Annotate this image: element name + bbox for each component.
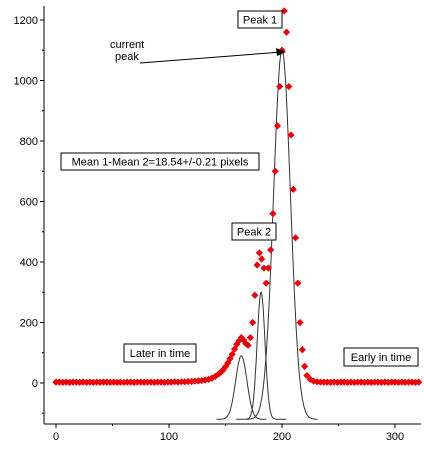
y-tick-label: 1000 — [14, 76, 38, 88]
peak1-label: Peak 1 — [237, 10, 283, 29]
x-tick-label: 300 — [386, 431, 404, 443]
data-point — [157, 378, 165, 386]
peak2-label: Peak 2 — [231, 222, 277, 241]
data-point — [59, 378, 67, 386]
data-point — [282, 28, 291, 36]
data-point — [233, 340, 241, 348]
fit-curve-3 — [216, 355, 267, 420]
y-tick-label: 0 — [32, 378, 38, 390]
data-point — [264, 264, 273, 272]
data-point — [251, 291, 259, 299]
later-in-time-label: Later in time — [123, 343, 197, 363]
data-point — [181, 378, 189, 386]
data-point — [258, 255, 266, 263]
mean-diff-label: Mean 1-Mean 2=18.54+/-0.21 pixels — [60, 152, 260, 171]
data-point — [244, 341, 252, 349]
y-tick-label: 800 — [20, 136, 38, 148]
data-point — [137, 378, 145, 386]
data-point — [103, 378, 111, 386]
data-point — [301, 362, 309, 370]
data-point — [255, 249, 263, 257]
data-point — [174, 378, 182, 386]
data-point — [313, 378, 321, 386]
data-point — [374, 378, 382, 386]
data-point — [330, 378, 338, 386]
y-tick-label: 400 — [20, 257, 38, 269]
data-point — [211, 372, 219, 380]
current-peak-text-line2: peak — [115, 51, 139, 63]
data-point — [228, 350, 236, 358]
data-point — [398, 378, 406, 386]
data-point — [411, 378, 419, 386]
x-tick-label: 0 — [53, 431, 59, 443]
current-peak-arrow-head — [276, 48, 286, 56]
data-point — [201, 376, 209, 384]
data-point — [287, 131, 295, 139]
data-point — [110, 378, 118, 386]
data-point — [167, 378, 175, 386]
data-point — [262, 279, 270, 287]
data-point — [415, 378, 423, 386]
data-point — [224, 359, 232, 367]
data-point — [267, 246, 275, 254]
data-point — [298, 346, 306, 354]
peak1-label-text: Peak 1 — [243, 15, 277, 27]
y-tick-label: 1200 — [14, 15, 38, 27]
data-point — [384, 378, 392, 386]
data-point — [343, 378, 352, 386]
data-point — [326, 378, 335, 386]
data-point — [79, 378, 87, 386]
y-tick-label: 200 — [20, 318, 38, 330]
data-point — [291, 234, 300, 242]
data-point — [357, 378, 365, 386]
later-in-time-text: Later in time — [130, 348, 191, 360]
data-point — [242, 340, 250, 348]
data-point — [269, 210, 277, 218]
x-tick-label: 100 — [160, 431, 178, 443]
data-point — [408, 378, 416, 386]
data-point — [208, 374, 216, 382]
data-point — [235, 337, 243, 345]
data-point — [62, 378, 70, 386]
mean-diff-text: Mean 1-Mean 2=18.54+/-0.21 pixels — [72, 157, 249, 169]
data-point — [303, 371, 311, 380]
data-point — [116, 378, 125, 386]
data-point — [221, 363, 230, 371]
data-point — [126, 378, 135, 386]
current-peak-annotation: current peak — [110, 39, 286, 64]
data-point — [323, 378, 331, 386]
fit-curve-2 — [236, 291, 286, 420]
data-point — [55, 378, 63, 386]
data-point — [93, 378, 101, 386]
data-point — [360, 378, 369, 386]
data-point — [273, 122, 282, 130]
current-peak-text-line1: current — [110, 39, 144, 51]
data-point — [171, 378, 179, 386]
data-point — [296, 318, 304, 327]
data-point — [280, 7, 288, 15]
data-point — [86, 378, 94, 386]
x-tick-label: 200 — [273, 431, 291, 443]
current-peak-arrow-line — [139, 51, 283, 64]
data-point — [340, 378, 348, 386]
early-in-time-text: Early in time — [351, 352, 412, 364]
y-tick-label: 600 — [20, 197, 38, 209]
data-point — [147, 378, 155, 386]
data-point — [249, 318, 257, 327]
data-point — [271, 167, 279, 175]
data-point — [260, 264, 268, 272]
data-point — [72, 378, 80, 386]
data-point — [289, 185, 297, 193]
data-point — [253, 261, 261, 269]
data-point — [381, 378, 389, 386]
data-point — [285, 82, 293, 91]
data-point — [367, 378, 375, 386]
peak2-label-text: Peak 2 — [237, 227, 271, 239]
data-point — [294, 279, 302, 287]
data-point — [246, 334, 254, 342]
data-point — [276, 82, 284, 91]
early-in-time-label: Early in time — [343, 347, 419, 367]
